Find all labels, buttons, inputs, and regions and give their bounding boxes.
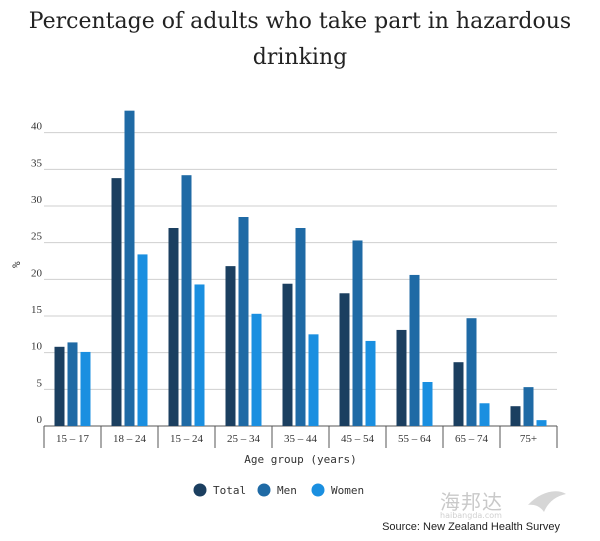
y-tick-label-25: 25 [31, 231, 43, 243]
x-axis-label: Age group (years) [244, 453, 357, 466]
bar-total-8 [510, 406, 521, 426]
y-axis-label: % [10, 261, 23, 268]
y-tick-label-35: 35 [31, 157, 43, 169]
legend-swatch-total [193, 483, 207, 497]
bar-women-3 [251, 313, 262, 426]
bar-women-1 [137, 254, 148, 426]
bar-men-2 [181, 175, 192, 426]
legend-label-men: Men [277, 484, 297, 497]
bar-total-7 [453, 362, 464, 426]
bar-men-7 [466, 318, 477, 426]
x-tick-label-6: 55 – 64 [398, 433, 432, 445]
x-tick-label-4: 35 – 44 [284, 433, 318, 445]
legend-swatch-men [257, 483, 271, 497]
y-tick-label-0: 0 [37, 414, 43, 426]
bar-total-5 [339, 293, 350, 426]
y-tick-label-5: 5 [37, 377, 43, 389]
bar-women-5 [365, 340, 376, 426]
bar-women-4 [308, 334, 319, 426]
y-tick-label-20: 20 [31, 267, 43, 279]
bar-women-0 [80, 351, 91, 426]
x-tick-label-5: 45 – 54 [341, 433, 375, 445]
chart-title: Percentage of adults who take part in ha… [0, 4, 600, 76]
bar-women-2 [194, 284, 205, 426]
x-tick-label-8: 75+ [520, 433, 537, 445]
bar-total-1 [111, 178, 122, 426]
bar-men-6 [409, 274, 420, 426]
bar-men-5 [352, 240, 363, 426]
bar-total-2 [168, 228, 179, 426]
y-tick-label-30: 30 [31, 194, 43, 206]
bar-total-4 [282, 283, 293, 426]
source-note: Source: New Zealand Health Survey [382, 521, 560, 533]
legend-label-total: Total [213, 484, 246, 497]
x-tick-label-2: 15 – 24 [170, 433, 204, 445]
bar-total-3 [225, 266, 236, 426]
x-tick-label-0: 15 – 17 [56, 433, 90, 445]
bar-women-7 [479, 403, 490, 426]
chart-title-line-1: Percentage of adults who take part in ha… [28, 9, 572, 34]
bar-men-0 [67, 342, 78, 426]
y-tick-label-15: 15 [31, 304, 43, 316]
bar-men-1 [124, 110, 135, 427]
bar-total-6 [396, 329, 407, 426]
legend-swatch-women [311, 483, 325, 497]
x-tick-label-7: 65 – 74 [455, 433, 489, 445]
watermark-bird-icon [528, 491, 566, 512]
y-tick-label-40: 40 [31, 121, 43, 133]
legend-label-women: Women [331, 484, 364, 497]
bar-men-4 [295, 228, 306, 426]
bar-total-0 [54, 346, 65, 426]
bar-women-8 [536, 420, 547, 426]
x-tick-label-3: 25 – 34 [227, 433, 261, 445]
watermark-url: haibangda.com [440, 511, 502, 520]
x-tick-label-1: 18 – 24 [113, 433, 147, 445]
bar-women-6 [422, 382, 433, 426]
bar-men-3 [238, 217, 249, 426]
y-tick-label-10: 10 [31, 341, 43, 353]
bar-men-8 [523, 387, 534, 426]
chart-title-line-2: drinking [252, 45, 348, 70]
watermark-logo: 海邦达 [440, 490, 503, 514]
